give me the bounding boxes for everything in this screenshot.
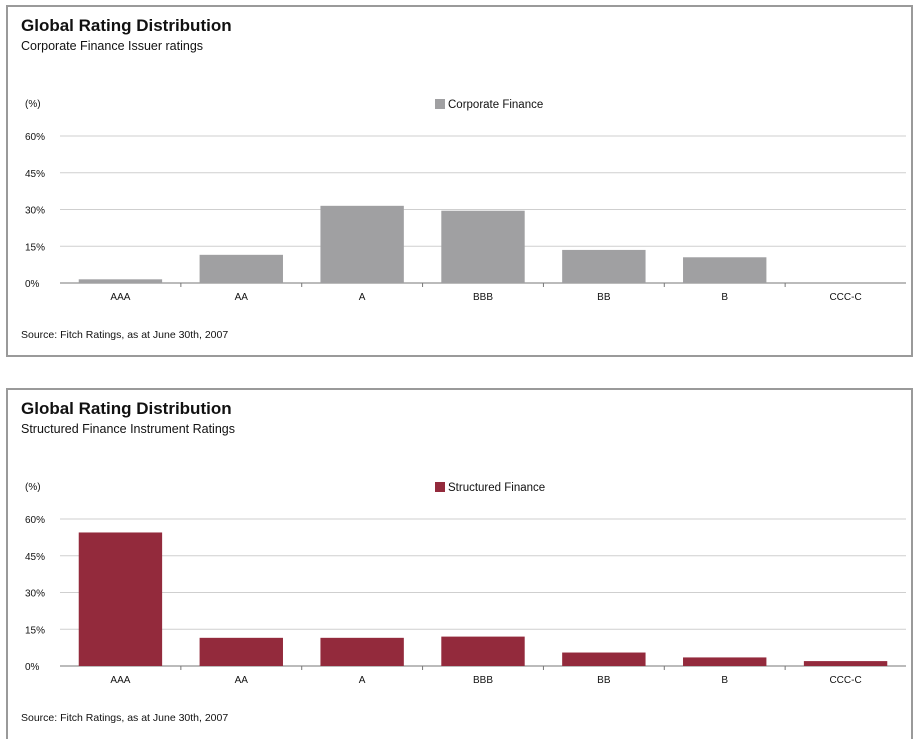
structured-finance-panel: Global Rating Distribution Structured Fi… [6,388,913,739]
y-tick-label: 15% [25,625,45,636]
chart-subtitle: Structured Finance Instrument Ratings [21,422,235,436]
legend-label: Corporate Finance [448,99,543,111]
source-note: Source: Fitch Ratings, as at June 30th, … [21,712,229,724]
bar-bbb [441,210,525,283]
x-tick-label: BBB [473,292,493,303]
source-note: Source: Fitch Ratings, as at June 30th, … [21,329,229,341]
x-tick-label: A [359,292,366,303]
legend-swatch [435,482,445,492]
bar-b [683,257,767,283]
x-tick-label: B [721,675,728,686]
bar-ccc-c [803,661,888,666]
bar-bb [562,652,646,666]
x-tick-label: CCC-C [829,292,861,303]
bar-aa [199,637,283,666]
x-tick-label: BBB [473,675,493,686]
y-tick-label: 45% [25,552,45,563]
chart-title: Global Rating Distribution [21,16,232,35]
y-tick-label: 15% [25,242,45,253]
y-tick-label: 30% [25,206,45,217]
bar-a [320,637,404,666]
y-tick-label: 45% [25,169,45,180]
y-tick-label: 0% [25,279,40,290]
corporate-finance-panel: Global Rating Distribution Corporate Fin… [6,5,913,357]
legend-label: Structured Finance [448,482,545,494]
chart-title: Global Rating Distribution [21,399,232,418]
bar-bb [562,249,646,283]
y-unit-label: (%) [25,482,41,493]
x-tick-label: AAA [110,675,130,686]
chart-subtitle: Corporate Finance Issuer ratings [21,39,204,53]
x-tick-label: A [359,675,366,686]
y-tick-label: 60% [25,132,45,143]
x-tick-label: AA [235,292,249,303]
y-unit-label: (%) [25,99,41,110]
bar-b [683,657,767,666]
x-tick-label: AAA [110,292,130,303]
x-tick-label: AA [235,675,249,686]
x-tick-label: CCC-C [829,675,861,686]
x-tick-label: BB [597,675,611,686]
bar-aaa [78,279,163,283]
bar-a [320,205,404,283]
x-tick-label: BB [597,292,611,303]
y-tick-label: 0% [25,662,40,673]
bar-aaa [78,532,163,666]
legend-swatch [435,99,445,109]
bar-aa [199,254,283,283]
x-tick-label: B [721,292,728,303]
y-tick-label: 60% [25,515,45,526]
bar-bbb [441,636,525,666]
y-tick-label: 30% [25,589,45,600]
